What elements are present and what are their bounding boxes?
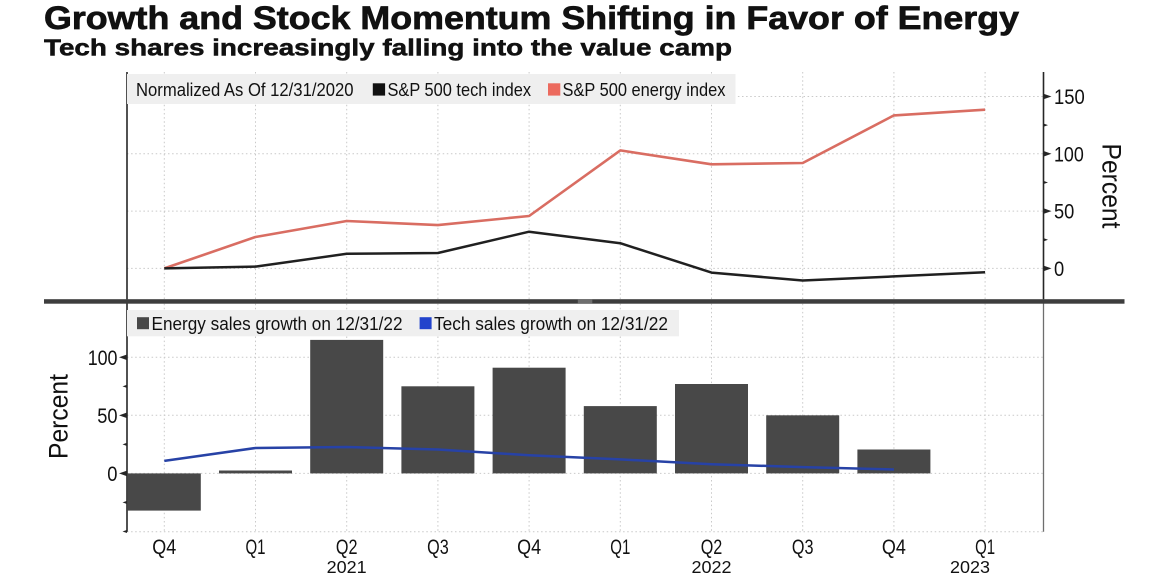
svg-text:100: 100 bbox=[1054, 143, 1084, 166]
svg-text:Q1: Q1 bbox=[246, 536, 266, 559]
svg-text:Energy sales growth on 12/31/2: Energy sales growth on 12/31/22 bbox=[152, 313, 403, 334]
svg-text:2022: 2022 bbox=[692, 557, 732, 574]
svg-text:S&P 500 energy index: S&P 500 energy index bbox=[563, 79, 727, 100]
svg-text:Q1: Q1 bbox=[975, 536, 995, 559]
svg-text:Tech sales growth on 12/31/22: Tech sales growth on 12/31/22 bbox=[434, 313, 668, 334]
svg-text:Percent: Percent bbox=[1097, 144, 1127, 229]
svg-text:50: 50 bbox=[1054, 201, 1074, 224]
svg-text:Growth and Stock Momentum Shif: Growth and Stock Momentum Shifting in Fa… bbox=[44, 0, 1019, 36]
svg-text:2021: 2021 bbox=[327, 557, 367, 574]
svg-text:100: 100 bbox=[88, 347, 118, 370]
svg-text:50: 50 bbox=[97, 405, 117, 428]
svg-text:2023: 2023 bbox=[950, 557, 990, 574]
svg-text:Q4: Q4 bbox=[517, 536, 541, 559]
svg-text:Percent: Percent bbox=[44, 374, 74, 459]
svg-text:Q2: Q2 bbox=[701, 536, 723, 559]
svg-text:150: 150 bbox=[1054, 86, 1085, 109]
svg-text:S&P 500 tech index: S&P 500 tech index bbox=[388, 79, 532, 100]
svg-text:Tech shares increasingly falli: Tech shares increasingly falling into th… bbox=[44, 35, 732, 61]
svg-text:Q4: Q4 bbox=[882, 536, 906, 559]
svg-text:Q3: Q3 bbox=[792, 536, 814, 559]
svg-text:0: 0 bbox=[1054, 258, 1064, 281]
svg-text:Q2: Q2 bbox=[336, 536, 358, 559]
svg-text:Normalized As Of 12/31/2020: Normalized As Of 12/31/2020 bbox=[136, 79, 354, 100]
svg-text:Q1: Q1 bbox=[610, 536, 630, 559]
svg-text:Q4: Q4 bbox=[152, 536, 176, 559]
svg-text:0: 0 bbox=[107, 463, 117, 486]
svg-text:Q3: Q3 bbox=[427, 536, 449, 559]
